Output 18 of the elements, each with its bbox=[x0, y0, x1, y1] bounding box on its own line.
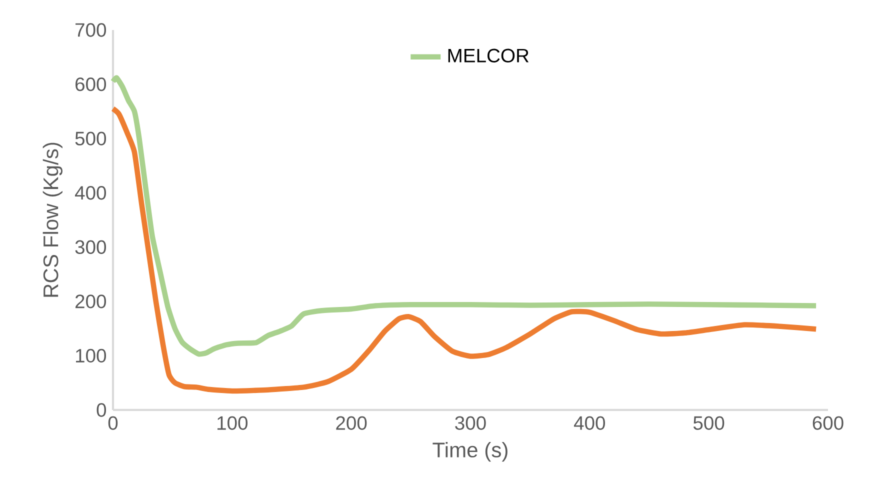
x-tick-label: 400 bbox=[574, 416, 606, 430]
y-tick-label: 0 bbox=[96, 403, 106, 417]
x-tick-label: 500 bbox=[693, 416, 724, 430]
y-tick-label: 700 bbox=[76, 23, 106, 37]
x-tick-label: 200 bbox=[336, 416, 367, 430]
y-tick-label: 600 bbox=[76, 77, 106, 92]
y-tick-label: 100 bbox=[76, 348, 106, 363]
x-tick-label: 0 bbox=[108, 416, 118, 430]
x-tick-label: 600 bbox=[812, 416, 844, 430]
x-tick-label: 300 bbox=[455, 416, 486, 430]
y-tick-label: 500 bbox=[75, 132, 106, 146]
x-axis-title: Time (s) bbox=[432, 442, 508, 462]
legend-label: MELCOR bbox=[448, 48, 529, 62]
y-axis-title: RCS Flow (Kg/s) bbox=[42, 142, 62, 297]
y-tick-label: 200 bbox=[76, 294, 106, 308]
y-tick-label: 300 bbox=[75, 240, 106, 254]
y-tick-label: 400 bbox=[74, 186, 106, 200]
x-tick-label: 100 bbox=[218, 416, 248, 430]
